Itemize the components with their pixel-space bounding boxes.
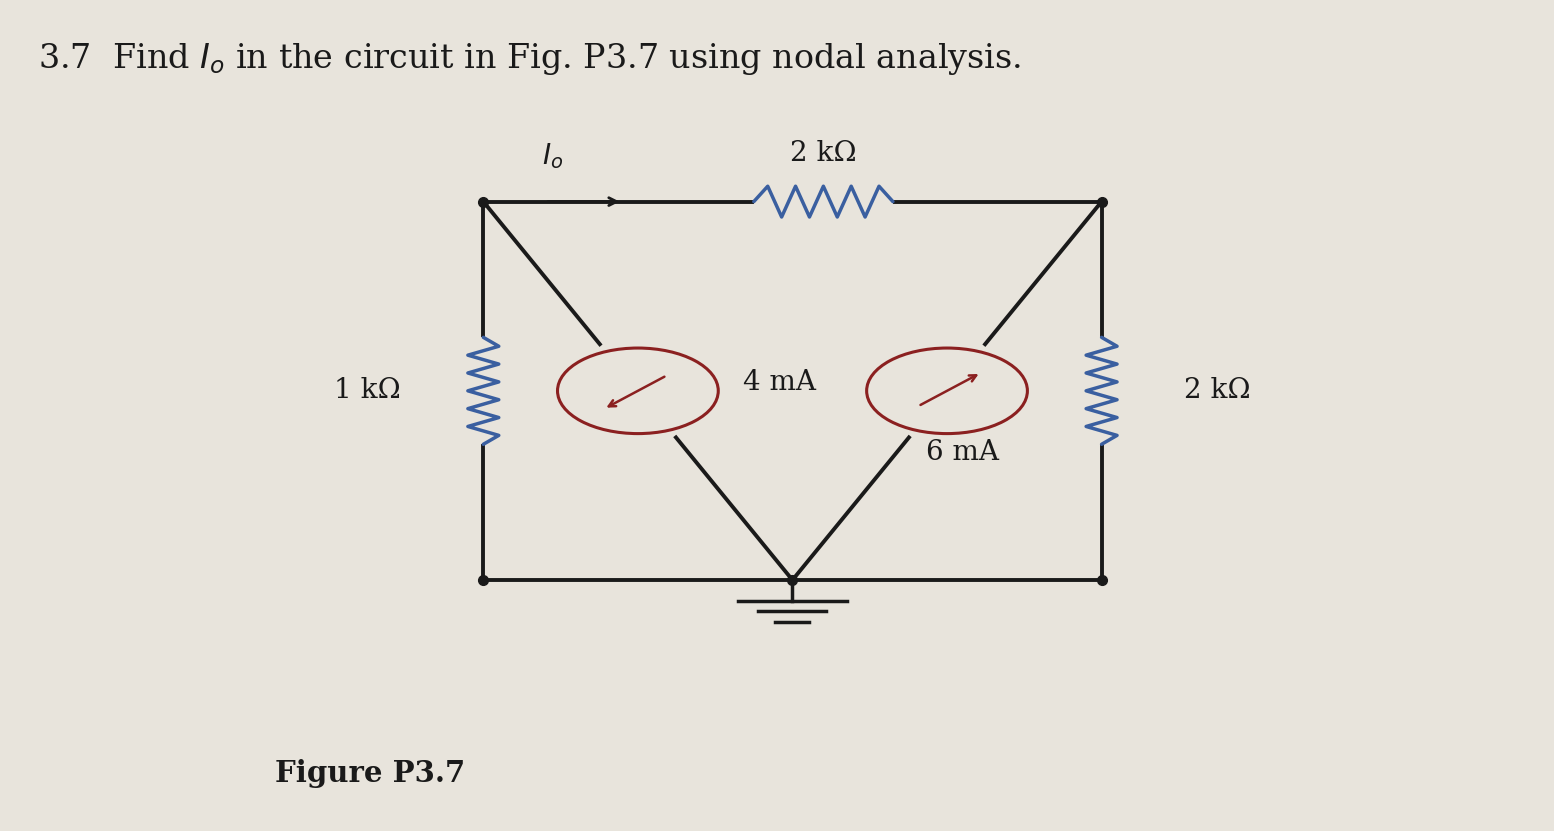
Text: 3.7  Find $I_o$ in the circuit in Fig. P3.7 using nodal analysis.: 3.7 Find $I_o$ in the circuit in Fig. P3… [39,42,1021,77]
Text: $I_o$: $I_o$ [542,141,564,171]
Text: 1 kΩ: 1 kΩ [334,377,401,405]
Text: 4 mA: 4 mA [743,369,816,396]
Text: 2 kΩ: 2 kΩ [1184,377,1251,405]
Text: 6 mA: 6 mA [926,439,999,466]
Text: Figure P3.7: Figure P3.7 [275,759,465,788]
Text: 2 kΩ: 2 kΩ [789,140,856,167]
